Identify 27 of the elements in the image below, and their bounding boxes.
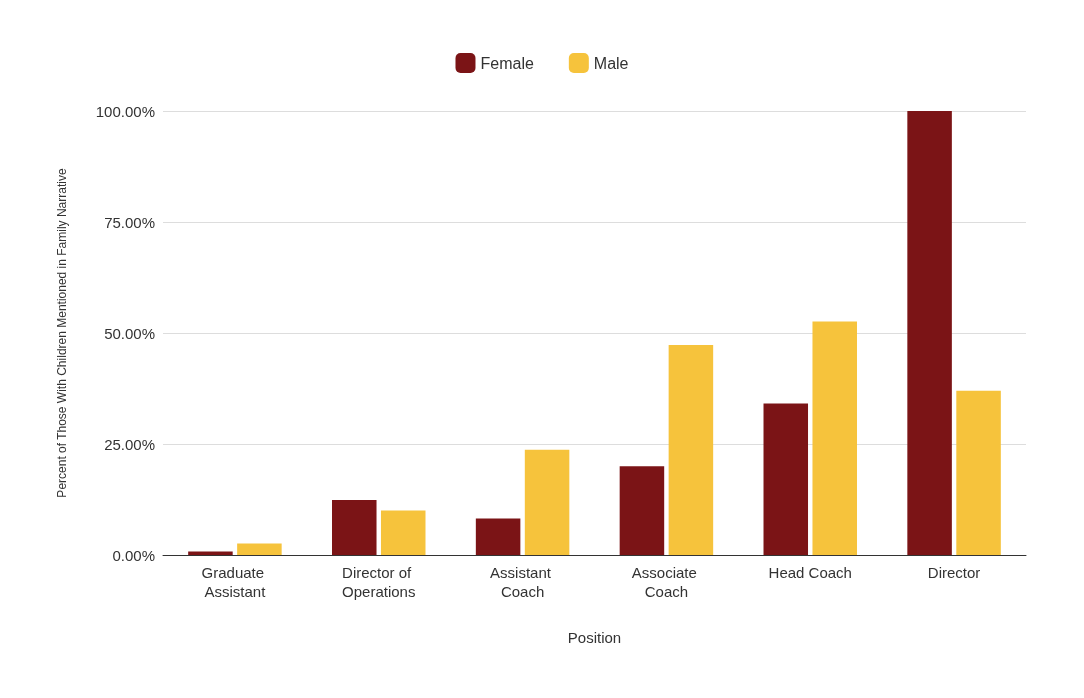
y-tick-label: 75.00% <box>104 213 155 231</box>
bar <box>907 111 952 555</box>
x-tick-label: Assistant Coach <box>490 564 556 600</box>
x-tick-label: Head Coach <box>768 564 852 581</box>
y-axis-title: Percent of Those With Children Mentioned in Family Narrative <box>55 168 69 498</box>
bar <box>619 466 665 555</box>
bar <box>956 390 1001 555</box>
x-tick-label: Graduate Assistant <box>201 564 269 600</box>
bar <box>524 449 570 555</box>
y-tick-label: 25.00% <box>104 435 155 453</box>
bar <box>380 510 426 555</box>
x-tick-label: Director of Operations <box>342 564 416 600</box>
y-tick-label: 0.00% <box>112 546 155 564</box>
bar <box>668 344 714 555</box>
x-tick-label: Associate Coach <box>631 564 702 600</box>
bar <box>332 499 377 555</box>
bar <box>763 403 809 555</box>
x-axis-title: Position <box>567 629 622 646</box>
x-tick-label: Director <box>927 564 981 581</box>
y-tick-label: 50.00% <box>104 324 155 342</box>
bar <box>237 543 282 555</box>
legend-label: Male <box>593 54 629 72</box>
bar <box>475 518 521 555</box>
legend-label: Female <box>480 54 534 72</box>
bar <box>812 321 857 555</box>
bar <box>188 551 233 555</box>
y-tick-label: 100.00% <box>95 102 155 120</box>
